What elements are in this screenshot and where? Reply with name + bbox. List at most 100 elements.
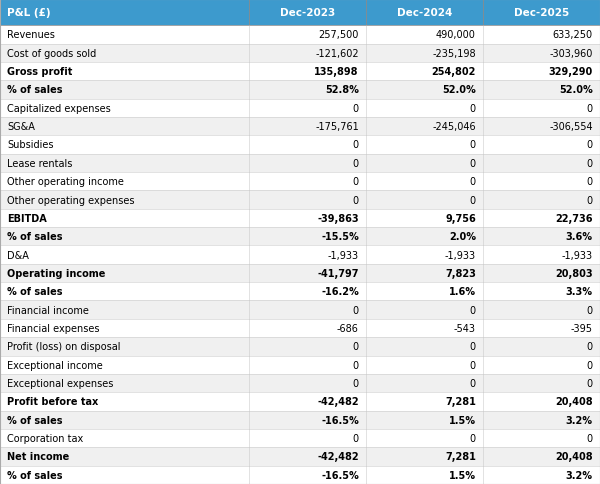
FancyBboxPatch shape <box>0 81 600 99</box>
Text: -41,797: -41,797 <box>317 269 359 278</box>
Text: 7,823: 7,823 <box>445 269 476 278</box>
FancyBboxPatch shape <box>0 283 600 301</box>
Text: Cost of goods sold: Cost of goods sold <box>7 48 97 59</box>
FancyBboxPatch shape <box>0 63 600 81</box>
Text: Other operating income: Other operating income <box>7 177 124 187</box>
Text: % of sales: % of sales <box>7 470 63 480</box>
Text: Dec-2024: Dec-2024 <box>397 8 452 18</box>
FancyBboxPatch shape <box>0 154 600 173</box>
FancyBboxPatch shape <box>0 429 600 447</box>
Text: Capitalized expenses: Capitalized expenses <box>7 104 111 114</box>
Text: 257,500: 257,500 <box>319 30 359 40</box>
Text: Gross profit: Gross profit <box>7 67 73 77</box>
Text: 0: 0 <box>470 305 476 315</box>
Text: 22,736: 22,736 <box>556 213 593 224</box>
Text: 3.2%: 3.2% <box>566 470 593 480</box>
Text: Dec-2023: Dec-2023 <box>280 8 335 18</box>
FancyBboxPatch shape <box>0 356 600 374</box>
Text: % of sales: % of sales <box>7 85 63 95</box>
Text: -39,863: -39,863 <box>317 213 359 224</box>
Text: 20,408: 20,408 <box>555 396 593 407</box>
Text: 0: 0 <box>353 140 359 150</box>
Text: % of sales: % of sales <box>7 415 63 425</box>
FancyBboxPatch shape <box>0 118 600 136</box>
Text: 1.6%: 1.6% <box>449 287 476 297</box>
FancyBboxPatch shape <box>0 466 600 484</box>
Text: 0: 0 <box>587 433 593 443</box>
FancyBboxPatch shape <box>0 173 600 191</box>
Text: 7,281: 7,281 <box>445 452 476 462</box>
Text: -16.5%: -16.5% <box>321 415 359 425</box>
Text: 0: 0 <box>470 342 476 352</box>
FancyBboxPatch shape <box>0 227 600 246</box>
FancyBboxPatch shape <box>0 26 600 45</box>
Text: 0: 0 <box>587 158 593 168</box>
Text: 0: 0 <box>353 360 359 370</box>
FancyBboxPatch shape <box>249 0 366 26</box>
Text: 1.5%: 1.5% <box>449 415 476 425</box>
FancyBboxPatch shape <box>0 99 600 118</box>
Text: 329,290: 329,290 <box>548 67 593 77</box>
Text: SG&A: SG&A <box>7 122 35 132</box>
Text: Other operating expenses: Other operating expenses <box>7 195 134 205</box>
Text: Financial expenses: Financial expenses <box>7 323 100 333</box>
FancyBboxPatch shape <box>0 411 600 429</box>
Text: 254,802: 254,802 <box>431 67 476 77</box>
Text: Dec-2025: Dec-2025 <box>514 8 569 18</box>
Text: Lease rentals: Lease rentals <box>7 158 73 168</box>
Text: 0: 0 <box>470 433 476 443</box>
Text: % of sales: % of sales <box>7 287 63 297</box>
Text: 0: 0 <box>353 378 359 388</box>
Text: -543: -543 <box>454 323 476 333</box>
Text: -303,960: -303,960 <box>550 48 593 59</box>
FancyBboxPatch shape <box>0 447 600 466</box>
Text: Profit (loss) on disposal: Profit (loss) on disposal <box>7 342 121 352</box>
Text: 3.3%: 3.3% <box>566 287 593 297</box>
Text: 20,408: 20,408 <box>555 452 593 462</box>
FancyBboxPatch shape <box>0 0 249 26</box>
Text: 0: 0 <box>587 305 593 315</box>
Text: 0: 0 <box>587 342 593 352</box>
Text: 0: 0 <box>353 177 359 187</box>
Text: 0: 0 <box>353 433 359 443</box>
Text: Exceptional income: Exceptional income <box>7 360 103 370</box>
Text: 0: 0 <box>470 378 476 388</box>
Text: 0: 0 <box>353 342 359 352</box>
FancyBboxPatch shape <box>0 246 600 264</box>
Text: Corporation tax: Corporation tax <box>7 433 83 443</box>
Text: 20,803: 20,803 <box>555 269 593 278</box>
FancyBboxPatch shape <box>0 393 600 411</box>
Text: 0: 0 <box>470 158 476 168</box>
Text: -686: -686 <box>337 323 359 333</box>
Text: -245,046: -245,046 <box>432 122 476 132</box>
Text: 0: 0 <box>587 378 593 388</box>
FancyBboxPatch shape <box>366 0 483 26</box>
Text: -395: -395 <box>571 323 593 333</box>
Text: 3.2%: 3.2% <box>566 415 593 425</box>
Text: Revenues: Revenues <box>7 30 55 40</box>
Text: -42,482: -42,482 <box>317 396 359 407</box>
Text: EBITDA: EBITDA <box>7 213 47 224</box>
Text: 633,250: 633,250 <box>553 30 593 40</box>
FancyBboxPatch shape <box>0 191 600 209</box>
Text: -121,602: -121,602 <box>315 48 359 59</box>
Text: 0: 0 <box>470 195 476 205</box>
Text: 0: 0 <box>470 140 476 150</box>
Text: -175,761: -175,761 <box>315 122 359 132</box>
Text: 0: 0 <box>470 360 476 370</box>
Text: 0: 0 <box>353 305 359 315</box>
Text: Exceptional expenses: Exceptional expenses <box>7 378 113 388</box>
Text: 0: 0 <box>353 158 359 168</box>
Text: Subsidies: Subsidies <box>7 140 54 150</box>
Text: 135,898: 135,898 <box>314 67 359 77</box>
Text: 3.6%: 3.6% <box>566 232 593 242</box>
Text: -16.5%: -16.5% <box>321 470 359 480</box>
Text: Net income: Net income <box>7 452 70 462</box>
FancyBboxPatch shape <box>0 301 600 319</box>
FancyBboxPatch shape <box>0 136 600 154</box>
FancyBboxPatch shape <box>0 209 600 227</box>
Text: -16.2%: -16.2% <box>321 287 359 297</box>
Text: 490,000: 490,000 <box>436 30 476 40</box>
Text: 0: 0 <box>470 104 476 114</box>
Text: D&A: D&A <box>7 250 29 260</box>
